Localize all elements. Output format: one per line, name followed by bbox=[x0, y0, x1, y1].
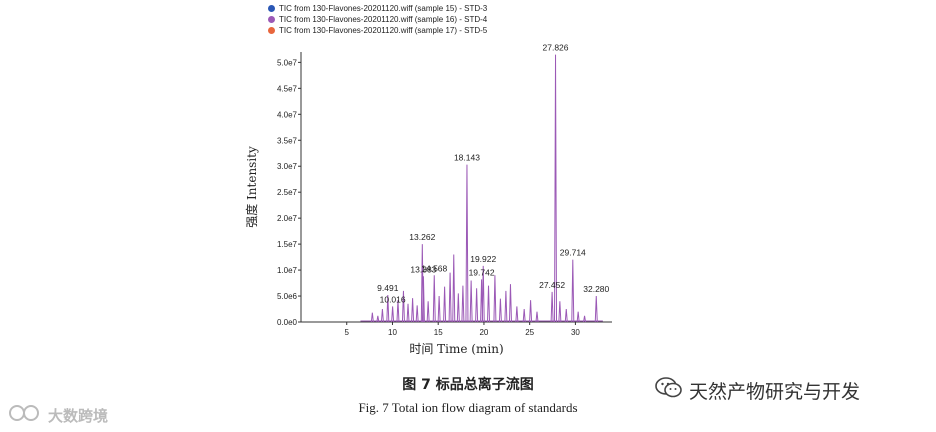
chromatogram-peak bbox=[386, 294, 390, 323]
x-tick-label: 5 bbox=[345, 328, 350, 337]
peak-label: 9.491 bbox=[377, 283, 399, 293]
chromatogram-peak bbox=[481, 265, 485, 323]
chromatogram-peak bbox=[535, 311, 539, 323]
wechat-account-name: 天然产物研究与开发 bbox=[689, 381, 861, 403]
chromatogram-peak bbox=[522, 308, 526, 323]
peak-label: 19.922 bbox=[470, 254, 496, 264]
legend-color-swatch bbox=[268, 27, 275, 34]
chromatogram-peak bbox=[550, 291, 554, 323]
legend-label: TIC from 130-Flavones-20201120.wiff (sam… bbox=[279, 26, 488, 35]
chromatogram-peak bbox=[554, 54, 558, 323]
chromatogram-peak bbox=[475, 288, 479, 323]
x-tick-label: 20 bbox=[479, 328, 488, 337]
chromatogram-peak bbox=[452, 254, 456, 323]
legend-entry: TIC from 130-Flavones-20201120.wiff (sam… bbox=[268, 14, 487, 25]
y-tick-label: 2.0e7 bbox=[277, 214, 298, 223]
corner-watermark-text: 大数跨境 bbox=[48, 406, 109, 425]
chromatogram-peak bbox=[583, 315, 587, 323]
chromatogram-peak bbox=[411, 298, 415, 323]
peak-label: 19.742 bbox=[469, 267, 495, 277]
x-tick-label: 10 bbox=[388, 328, 397, 337]
legend-entry: TIC from 130-Flavones-20201120.wiff (sam… bbox=[268, 25, 487, 36]
chromatogram-peak bbox=[461, 285, 465, 323]
chromatogram-peak bbox=[432, 275, 436, 323]
chromatogram-peak bbox=[380, 308, 384, 323]
wechat-watermark: 天然产物研究与开发 bbox=[655, 376, 860, 405]
legend-color-swatch bbox=[268, 5, 275, 12]
y-tick-label: 5.0e6 bbox=[277, 292, 298, 301]
x-tick-label: 30 bbox=[571, 328, 580, 337]
peak-label: 13.383 bbox=[410, 264, 436, 274]
chromatogram-peak bbox=[493, 275, 497, 323]
peak-label: 27.452 bbox=[539, 280, 565, 290]
chromatogram-peak bbox=[426, 301, 430, 323]
chromatogram-peak bbox=[406, 303, 410, 323]
chromatogram-peak bbox=[594, 296, 598, 323]
chromatogram-peak bbox=[465, 164, 469, 323]
y-tick-label: 0.0e0 bbox=[277, 318, 298, 327]
chromatogram-peak bbox=[401, 290, 405, 323]
legend-label: TIC from 130-Flavones-20201120.wiff (sam… bbox=[279, 4, 488, 13]
legend-label: TIC from 130-Flavones-20201120.wiff (sam… bbox=[279, 15, 488, 24]
chromatogram-peak bbox=[370, 312, 374, 323]
chromatogram-peak bbox=[421, 276, 425, 323]
corner-watermark: 大数跨境 bbox=[8, 404, 108, 426]
chromatogram-peak bbox=[443, 286, 447, 323]
peak-label: 14.568 bbox=[421, 263, 447, 273]
chromatogram-peak bbox=[576, 311, 580, 323]
figure-caption-chinese: 图 7 标品总离子流图 bbox=[402, 377, 534, 393]
y-axis-label: 强度 Intensity bbox=[244, 146, 259, 228]
chromatogram-peak bbox=[529, 300, 533, 323]
peak-label: 29.714 bbox=[560, 248, 586, 258]
chromatogram-peak bbox=[508, 284, 512, 323]
chart-marks bbox=[360, 54, 603, 323]
chromatogram-peak bbox=[487, 285, 491, 323]
figure-caption-english: Fig. 7 Total ion flow diagram of standar… bbox=[358, 400, 578, 415]
chart-axes: 0.0e0 5.0e6 1.0e7 1.5e7 2.0e7 2.5e7 3.0e7 3.5e7… bbox=[244, 52, 612, 356]
chromatogram-peak bbox=[571, 259, 575, 323]
y-tick-label: 1.5e7 bbox=[277, 240, 298, 249]
y-tick-label: 3.0e7 bbox=[277, 162, 298, 171]
y-tick-label: 2.5e7 bbox=[277, 188, 298, 197]
wechat-icon bbox=[655, 376, 683, 405]
chromatogram-peak bbox=[469, 280, 473, 323]
chart-legend: TIC from 130-Flavones-20201120.wiff (sam… bbox=[268, 3, 487, 36]
chromatogram-peak bbox=[415, 305, 419, 323]
legend-entry: TIC from 130-Flavones-20201120.wiff (sam… bbox=[268, 3, 487, 14]
logo-icon bbox=[8, 404, 42, 426]
y-tick-label: 5.0e7 bbox=[277, 58, 298, 67]
y-tick-label: 3.5e7 bbox=[277, 136, 298, 145]
chromatogram-peak bbox=[376, 315, 380, 323]
chromatogram-peak bbox=[558, 301, 562, 323]
legend-color-swatch bbox=[268, 16, 275, 23]
peak-label: 27.826 bbox=[543, 43, 569, 53]
y-tick-label: 1.0e7 bbox=[277, 266, 298, 275]
chromatogram-peak bbox=[391, 306, 395, 323]
peak-label: 18.143 bbox=[454, 153, 480, 163]
peak-label: 32.280 bbox=[583, 284, 609, 294]
peak-label: 13.262 bbox=[409, 232, 435, 242]
x-tick-label: 15 bbox=[434, 328, 443, 337]
chromatogram-peak bbox=[456, 293, 460, 323]
chromatogram-peak bbox=[564, 308, 568, 323]
chromatogram-peak bbox=[515, 306, 519, 323]
x-tick-label: 25 bbox=[525, 328, 534, 337]
chromatogram-peak bbox=[498, 298, 502, 323]
chromatogram-peak bbox=[504, 290, 508, 323]
chromatogram-peak bbox=[448, 272, 452, 323]
y-tick-label: 4.0e7 bbox=[277, 110, 298, 119]
chromatogram-peak bbox=[437, 296, 441, 323]
peak-label: 10.016 bbox=[380, 294, 406, 304]
x-axis-label: 时间 Time (min) bbox=[409, 342, 503, 356]
y-tick-label: 4.5e7 bbox=[277, 84, 298, 93]
chromatogram-peak bbox=[396, 300, 400, 323]
